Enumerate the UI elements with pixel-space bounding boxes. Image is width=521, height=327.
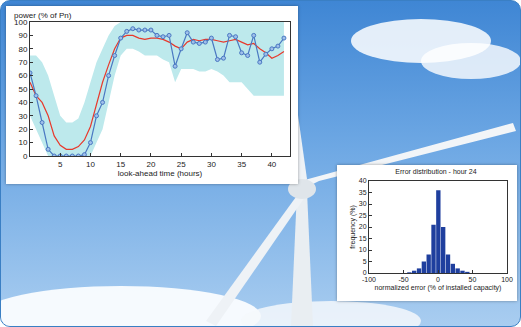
- svg-text:10: 10: [359, 246, 367, 253]
- svg-text:80: 80: [18, 45, 27, 54]
- svg-text:10: 10: [86, 160, 95, 169]
- svg-text:100: 100: [14, 18, 28, 27]
- svg-text:Error distribution - hour 24: Error distribution - hour 24: [395, 168, 476, 175]
- svg-text:normalized error (% of install: normalized error (% of installed capacit…: [375, 284, 502, 292]
- svg-text:-100: -100: [362, 276, 376, 283]
- svg-text:100: 100: [501, 276, 513, 283]
- svg-text:20: 20: [359, 223, 367, 230]
- svg-text:50: 50: [469, 276, 477, 283]
- svg-text:40: 40: [18, 98, 27, 107]
- svg-text:0: 0: [23, 152, 28, 161]
- svg-text:25: 25: [359, 212, 367, 219]
- svg-text:30: 30: [18, 112, 27, 121]
- svg-text:frequency (%): frequency (%): [349, 205, 357, 249]
- svg-text:15: 15: [116, 160, 125, 169]
- svg-text:-50: -50: [398, 276, 408, 283]
- svg-text:5: 5: [363, 258, 367, 265]
- svg-text:40: 40: [359, 177, 367, 184]
- svg-text:25: 25: [177, 160, 186, 169]
- svg-text:35: 35: [359, 189, 367, 196]
- svg-text:35: 35: [237, 160, 246, 169]
- svg-text:0: 0: [363, 269, 367, 276]
- svg-text:40: 40: [267, 160, 276, 169]
- svg-text:70: 70: [18, 58, 27, 67]
- svg-text:30: 30: [207, 160, 216, 169]
- svg-text:20: 20: [146, 160, 155, 169]
- svg-text:20: 20: [18, 125, 27, 134]
- svg-text:0: 0: [436, 276, 440, 283]
- svg-text:90: 90: [18, 31, 27, 40]
- svg-text:look-ahead time (hours): look-ahead time (hours): [118, 169, 203, 178]
- svg-text:5: 5: [58, 160, 63, 169]
- svg-text:60: 60: [18, 71, 27, 80]
- svg-text:power (% of Pn): power (% of Pn): [14, 11, 72, 20]
- svg-text:30: 30: [359, 200, 367, 207]
- svg-text:10: 10: [18, 138, 27, 147]
- svg-text:15: 15: [359, 235, 367, 242]
- svg-text:50: 50: [18, 85, 27, 94]
